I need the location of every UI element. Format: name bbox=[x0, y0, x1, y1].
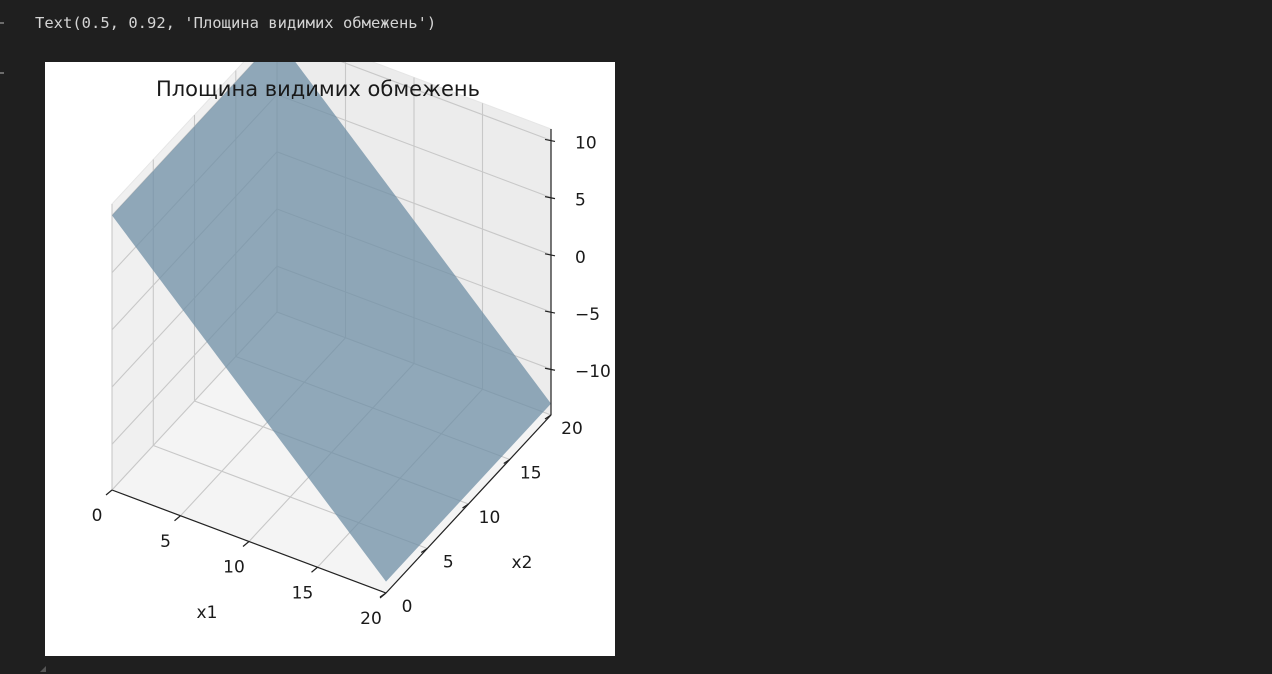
y-tick-label: 15 bbox=[520, 464, 542, 484]
z-tick bbox=[544, 310, 556, 314]
resize-handle[interactable] bbox=[40, 666, 46, 672]
plot-figure: 0 5 10 15 20 0 5 10 15 20 10 5 0 −5 −10 Площина видими… bbox=[45, 62, 615, 656]
z-tick-label: 5 bbox=[575, 191, 586, 211]
z-tick-label: 10 bbox=[575, 133, 597, 153]
z-tick bbox=[544, 196, 556, 200]
surface-plane bbox=[112, 62, 551, 582]
z-tick bbox=[544, 253, 556, 257]
y-tick-label: 5 bbox=[443, 553, 454, 573]
chart-title: Площина видимих обмежень bbox=[156, 77, 480, 101]
z-tick bbox=[544, 138, 556, 143]
axis-ticks bbox=[105, 138, 556, 599]
text-output: Text(0.5, 0.92, 'Площина видимих обмежен… bbox=[35, 14, 437, 32]
y-tick-label: 10 bbox=[479, 508, 501, 528]
x-tick bbox=[242, 541, 250, 547]
z-tick-label: 0 bbox=[575, 248, 586, 268]
y-tick bbox=[420, 548, 428, 553]
x-tick-label: 0 bbox=[92, 506, 103, 526]
x-tick bbox=[311, 566, 318, 573]
output-prompt-marker bbox=[0, 72, 4, 74]
y-tick bbox=[503, 459, 511, 464]
x-tick bbox=[105, 489, 113, 496]
x-tick-label: 10 bbox=[223, 558, 245, 578]
z-tick-label: −10 bbox=[575, 362, 611, 382]
x-tick-label: 20 bbox=[360, 609, 382, 629]
y-tick bbox=[462, 503, 469, 509]
y-tick bbox=[544, 414, 552, 420]
z-tick bbox=[544, 367, 556, 371]
x-tick bbox=[174, 515, 181, 522]
x-tick-label: 5 bbox=[160, 532, 171, 552]
y-tick-label: 0 bbox=[402, 597, 413, 617]
surface-plot-3d: 0 5 10 15 20 0 5 10 15 20 10 5 0 −5 −10 Площина видими… bbox=[92, 62, 611, 629]
surface-polygon bbox=[112, 62, 551, 582]
y-tick-label: 20 bbox=[561, 419, 583, 439]
x-tick-label: 15 bbox=[292, 583, 314, 603]
z-tick-label: −5 bbox=[575, 305, 600, 325]
y-tick bbox=[379, 592, 387, 598]
x-axis-label: x1 bbox=[197, 603, 218, 623]
tick-labels: 0 5 10 15 20 0 5 10 15 20 10 5 0 −5 −10 bbox=[92, 133, 611, 629]
y-axis-label: x2 bbox=[512, 553, 533, 573]
output-prompt-marker bbox=[0, 22, 4, 24]
